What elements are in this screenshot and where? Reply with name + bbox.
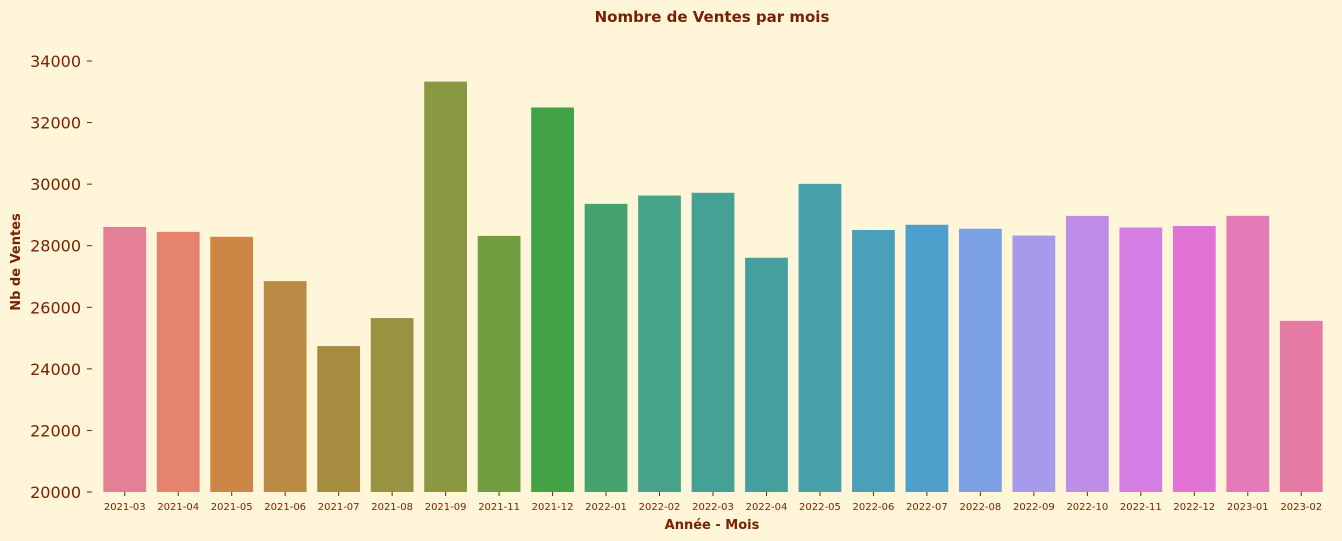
x-tick-label: 2022-11 — [1120, 502, 1162, 513]
bars — [103, 81, 1323, 493]
x-axis: 2021-03 2021-04 2021-05 2021-06 2021-07 2021-… — [104, 492, 1322, 513]
bar-2022-02 — [638, 195, 681, 492]
x-tick-label: 2022-06 — [853, 502, 895, 513]
x-tick-label: 2022-02 — [639, 502, 681, 513]
bar-2021-05 — [210, 236, 254, 492]
bar-2022-05 — [798, 183, 842, 492]
y-tick-label: 30000 — [30, 175, 81, 194]
x-tick-label: 2021-07 — [318, 502, 360, 513]
bar-2022-11 — [1119, 227, 1163, 492]
bar-2022-04 — [745, 257, 788, 492]
y-tick-label: 28000 — [30, 237, 81, 256]
y-tick-label: 24000 — [30, 360, 81, 379]
x-axis-label: Année - Mois — [665, 518, 760, 533]
y-tick-label: 32000 — [30, 114, 81, 133]
bar-2021-08 — [370, 318, 414, 492]
bar-2022-03 — [691, 192, 735, 492]
bar-2022-10 — [1065, 215, 1109, 492]
bar-2021-04 — [156, 231, 200, 492]
y-axis-label: Nb de Ventes — [9, 213, 24, 311]
bar-2022-06 — [852, 230, 895, 493]
x-tick-label: 2022-05 — [799, 502, 841, 513]
x-tick-label: 2021-06 — [264, 502, 306, 513]
chart-title: Nombre de Ventes par mois — [595, 8, 830, 26]
bar-2021-07 — [317, 346, 361, 492]
x-tick-label: 2021-12 — [532, 502, 574, 513]
x-tick-label: 2023-01 — [1227, 502, 1269, 513]
x-tick-label: 2021-05 — [211, 502, 253, 513]
x-tick-label: 2021-03 — [104, 502, 146, 513]
x-tick-label: 2021-11 — [478, 502, 520, 513]
x-tick-label: 2021-09 — [425, 502, 467, 513]
x-tick-label: 2022-09 — [1013, 502, 1055, 513]
x-tick-label: 2021-04 — [157, 502, 199, 513]
x-tick-label: 2022-03 — [692, 502, 734, 513]
bar-2021-09 — [424, 81, 467, 492]
x-tick-label: 2022-07 — [906, 502, 948, 513]
bar-2021-12 — [531, 107, 574, 493]
bar-2022-09 — [1012, 235, 1056, 492]
x-tick-label: 2022-01 — [585, 502, 627, 513]
x-tick-label: 2023-02 — [1280, 502, 1322, 513]
y-tick-label: 26000 — [30, 298, 81, 317]
bar-2022-07 — [905, 224, 949, 492]
bar-2021-06 — [263, 281, 307, 492]
x-tick-label: 2022-12 — [1173, 502, 1215, 513]
x-tick-label: 2022-04 — [746, 502, 788, 513]
x-tick-label: 2021-08 — [371, 502, 413, 513]
y-tick-label: 20000 — [30, 483, 81, 502]
y-tick-label: 22000 — [30, 421, 81, 440]
x-tick-label: 2022-08 — [959, 502, 1001, 513]
bar-2022-01 — [584, 203, 628, 493]
y-tick-label: 34000 — [30, 52, 81, 71]
bar-2021-03 — [103, 226, 147, 492]
bar-2022-12 — [1172, 226, 1216, 493]
x-tick-label: 2022-10 — [1066, 502, 1108, 513]
bar-2021-11 — [477, 235, 521, 492]
bar-2023-01 — [1226, 215, 1270, 492]
bar-2023-02 — [1279, 320, 1323, 492]
bar-2022-08 — [959, 228, 1002, 492]
y-axis: 20000 22000 24000 26000 28000 30000 32000 34000 — [30, 52, 92, 502]
